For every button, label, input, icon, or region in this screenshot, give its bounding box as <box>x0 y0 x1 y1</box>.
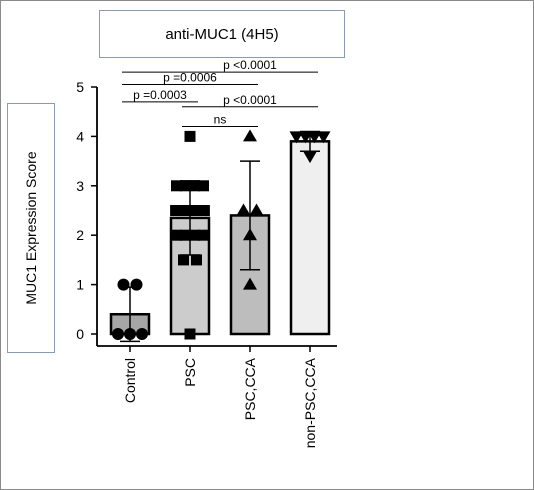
data-point-1-15 <box>191 254 202 266</box>
data-point-0-2 <box>112 328 124 340</box>
data-point-3-0 <box>289 131 304 144</box>
x-tick-label-3: non-PSC,CCA <box>302 357 318 448</box>
data-point-2-1 <box>236 203 251 216</box>
y-axis-label-box: MUC1 Expression Score <box>7 103 55 353</box>
comparison-label-0: p <0.0001 <box>223 58 277 72</box>
y-tick-label-5: 5 <box>76 79 84 95</box>
x-tick-label-1: PSC <box>182 358 198 387</box>
data-point-2-3 <box>243 228 257 241</box>
comparison-label-1: p =0.0006 <box>163 71 217 85</box>
y-tick-label-2: 2 <box>76 227 84 243</box>
data-point-0-4 <box>136 328 148 340</box>
data-point-1-10 <box>171 229 182 241</box>
data-point-1-7 <box>184 205 196 216</box>
data-point-1-8 <box>191 205 203 216</box>
data-point-1-11 <box>180 229 191 241</box>
chart-title: anti-MUC1 (4H5) <box>165 25 279 43</box>
data-point-1-5 <box>170 205 182 216</box>
comparison-label-3: p <0.0001 <box>223 93 277 107</box>
data-point-1-4 <box>198 180 209 192</box>
chart-title-box: anti-MUC1 (4H5) <box>99 10 345 58</box>
data-point-1-6 <box>177 205 189 216</box>
data-point-2-0 <box>243 129 257 142</box>
y-tick-label-3: 3 <box>76 178 84 194</box>
data-point-3-3 <box>316 131 331 144</box>
data-point-1-3 <box>189 180 200 192</box>
y-tick-label-1: 1 <box>76 277 84 293</box>
data-point-2-4 <box>243 277 257 290</box>
data-point-3-4 <box>303 151 317 164</box>
comparison-label-2: p =0.0003 <box>133 88 187 102</box>
data-point-1-1 <box>171 180 182 192</box>
data-point-0-0 <box>117 278 130 291</box>
x-tick-label-0: Control <box>122 358 138 403</box>
data-point-3-1 <box>298 131 313 144</box>
data-point-0-3 <box>124 328 136 340</box>
data-point-1-2 <box>180 180 191 192</box>
comparison-label-4: ns <box>214 113 227 127</box>
x-tick-label-2: PSC,CCA <box>242 357 258 420</box>
y-tick-label-4: 4 <box>76 128 84 144</box>
data-point-2-2 <box>249 203 264 216</box>
bar-3 <box>289 140 331 336</box>
data-point-1-0 <box>184 130 196 142</box>
data-point-1-13 <box>198 229 209 241</box>
data-point-1-12 <box>189 229 200 241</box>
y-tick-label-0: 0 <box>76 326 84 342</box>
data-point-3-2 <box>307 131 322 144</box>
data-point-1-9 <box>198 205 210 216</box>
data-point-1-14 <box>178 254 189 266</box>
data-point-1-16 <box>184 328 196 340</box>
data-point-0-1 <box>130 278 143 291</box>
